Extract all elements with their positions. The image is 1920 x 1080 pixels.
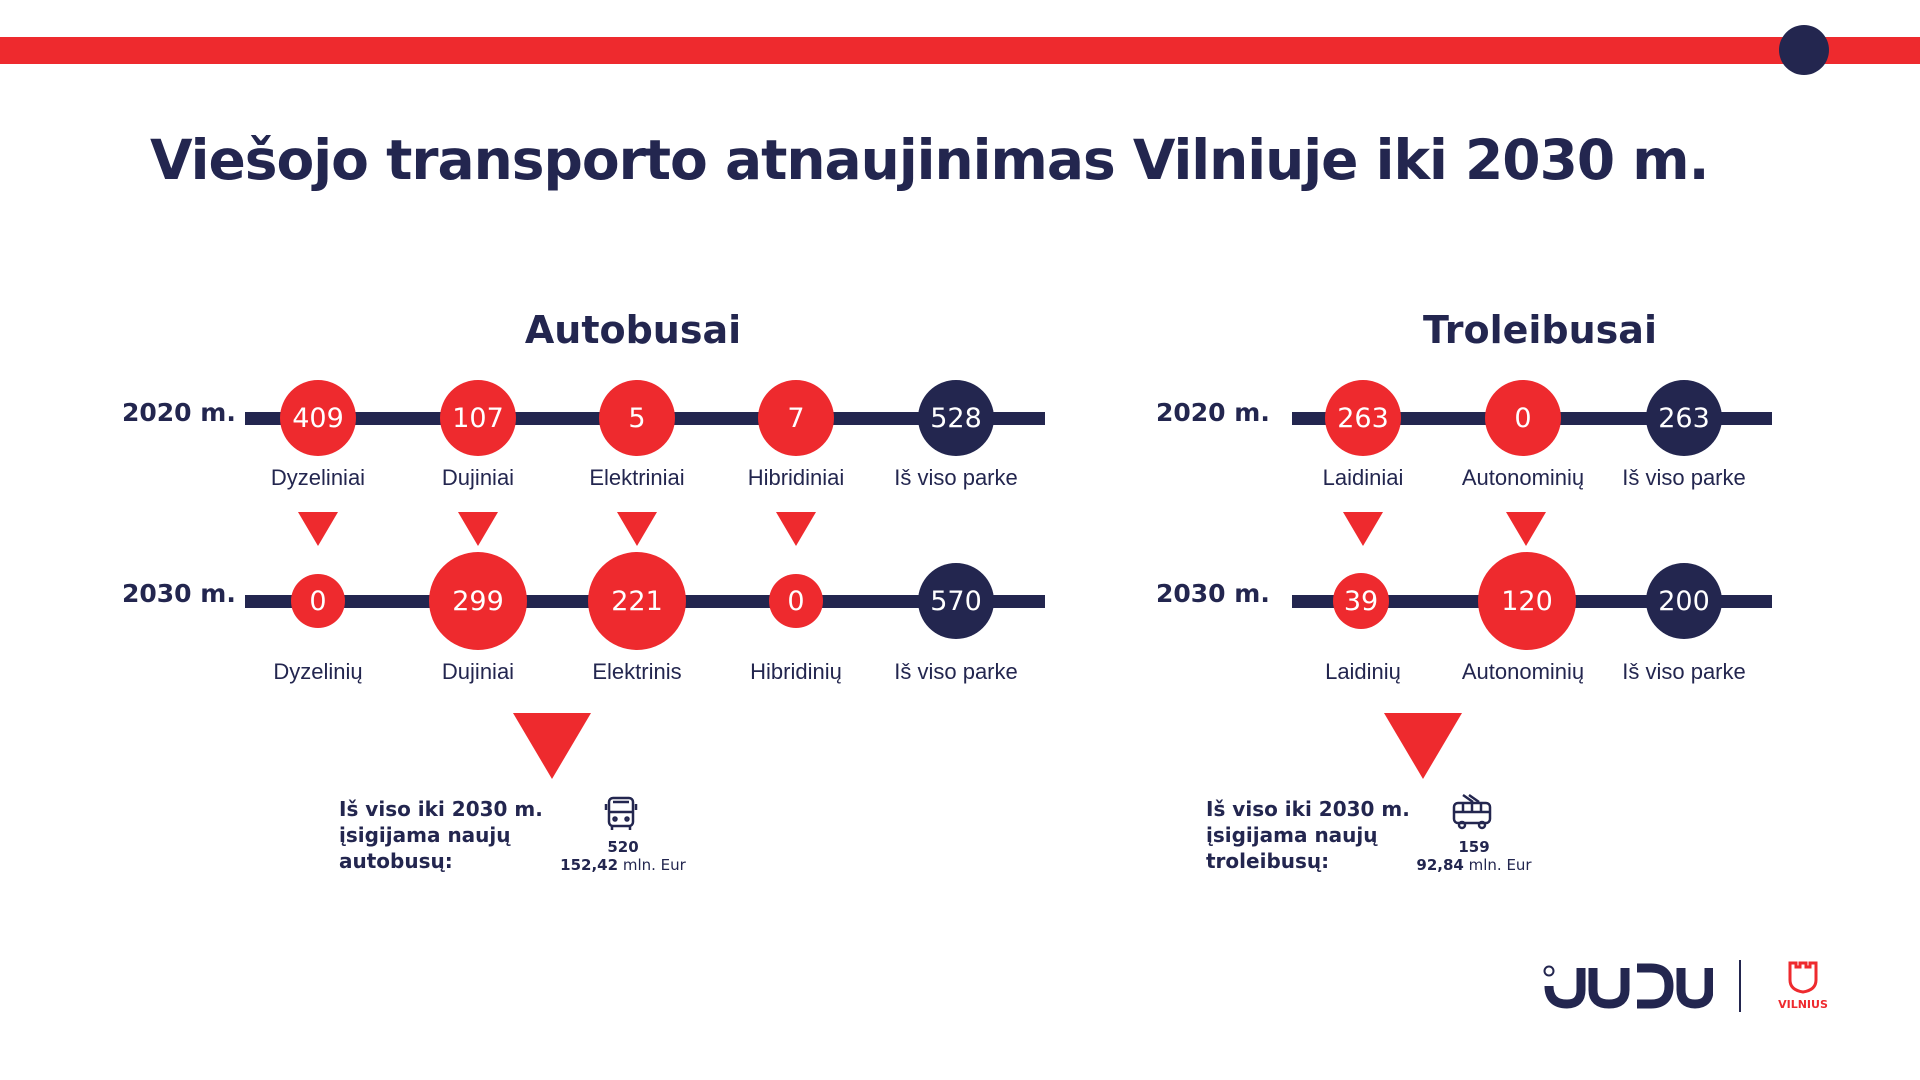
year-label: 2020 m. <box>122 398 236 427</box>
category-label: Laidiniai <box>1322 465 1404 490</box>
section-title: Autobusai <box>524 308 742 352</box>
summary-line: įsigijama naujų <box>1206 823 1378 847</box>
category-label: Autonominių <box>1461 659 1585 684</box>
category-label: Iš viso parke <box>894 465 1018 490</box>
cost-unit: mln. Eur <box>622 856 686 874</box>
value-circle: 107 <box>440 380 516 456</box>
summary-values: 159 92,84 mln. Eur <box>1416 838 1531 874</box>
value-circle: 409 <box>280 380 356 456</box>
value-circle: 7 <box>758 380 834 456</box>
cost-unit: mln. Eur <box>1468 856 1532 874</box>
summary-line: troleibusų: <box>1206 849 1330 873</box>
value-circle: 221 <box>588 552 686 650</box>
category-label: Dyzeliniai <box>270 465 366 490</box>
value-circle: 39 <box>1333 573 1389 629</box>
category-label: Elektrinis <box>592 659 682 684</box>
top-bar <box>0 37 1920 64</box>
year-label: 2030 m. <box>122 579 236 608</box>
top-dot <box>1779 25 1829 75</box>
value-circle: 120 <box>1478 552 1576 650</box>
summary-line: Iš viso iki 2030 m. <box>339 797 543 821</box>
category-label: Hibridinių <box>750 659 842 684</box>
logo-divider <box>1739 960 1741 1012</box>
new-vehicle-count: 520 <box>607 838 639 856</box>
summary-line: įsigijama naujų <box>339 823 511 847</box>
value-circle: 0 <box>1485 380 1561 456</box>
category-label: Dyzelinių <box>273 659 363 684</box>
vilnius-logo: VILNIUS <box>1776 960 1830 1011</box>
summary-line: Iš viso iki 2030 m. <box>1206 797 1410 821</box>
category-label: Iš viso parke <box>1622 465 1746 490</box>
value-circle: 0 <box>291 574 345 628</box>
value-circle: 200 <box>1646 563 1722 639</box>
summary-text: Iš viso iki 2030 m. įsigijama naujų trolei… <box>1206 796 1410 874</box>
cost-amount: 92,84 <box>1416 856 1464 874</box>
trolleybus-icon <box>1451 793 1493 837</box>
category-label: Hibridiniai <box>747 465 845 490</box>
arrow-down-icon <box>458 512 498 546</box>
value-circle: 299 <box>429 552 527 650</box>
arrow-down-icon <box>776 512 816 546</box>
new-vehicle-count: 159 <box>1458 838 1490 856</box>
category-label: Elektriniai <box>589 465 685 490</box>
year-label: 2030 m. <box>1156 579 1270 608</box>
summary-values: 520 152,42 mln. Eur <box>560 838 686 874</box>
year-label: 2020 m. <box>1156 398 1270 427</box>
vilnius-shield-icon <box>1788 961 1818 994</box>
page-title: Viešojo transporto atnaujinimas Vilniuje… <box>150 128 1709 192</box>
category-label: Iš viso parke <box>894 659 1018 684</box>
section-title: Troleibusai <box>1423 308 1657 352</box>
summary-line: autobusų: <box>339 849 453 873</box>
category-label: Dujiniai <box>441 465 515 490</box>
category-label: Iš viso parke <box>1622 659 1746 684</box>
cost-amount: 152,42 <box>560 856 619 874</box>
summary-text: Iš viso iki 2030 m. įsigijama naujų autobu… <box>339 796 543 874</box>
value-circle: 263 <box>1646 380 1722 456</box>
arrow-down-icon <box>298 512 338 546</box>
value-circle: 0 <box>769 574 823 628</box>
arrow-down-icon <box>1343 512 1383 546</box>
category-label: Laidinių <box>1325 659 1401 684</box>
cost: 152,42 mln. Eur <box>560 856 686 874</box>
cost: 92,84 mln. Eur <box>1416 856 1531 874</box>
arrow-down-icon <box>617 512 657 546</box>
value-circle: 5 <box>599 380 675 456</box>
judu-logo <box>1543 962 1714 1014</box>
value-circle: 528 <box>918 380 994 456</box>
arrow-down-icon <box>1506 512 1546 546</box>
arrow-down-icon <box>1384 713 1462 779</box>
category-label: Autonominių <box>1461 465 1585 490</box>
arrow-down-icon <box>513 713 591 779</box>
value-circle: 263 <box>1325 380 1401 456</box>
value-circle: 570 <box>918 563 994 639</box>
bus-icon <box>603 795 639 837</box>
category-label: Dujiniai <box>441 659 515 684</box>
